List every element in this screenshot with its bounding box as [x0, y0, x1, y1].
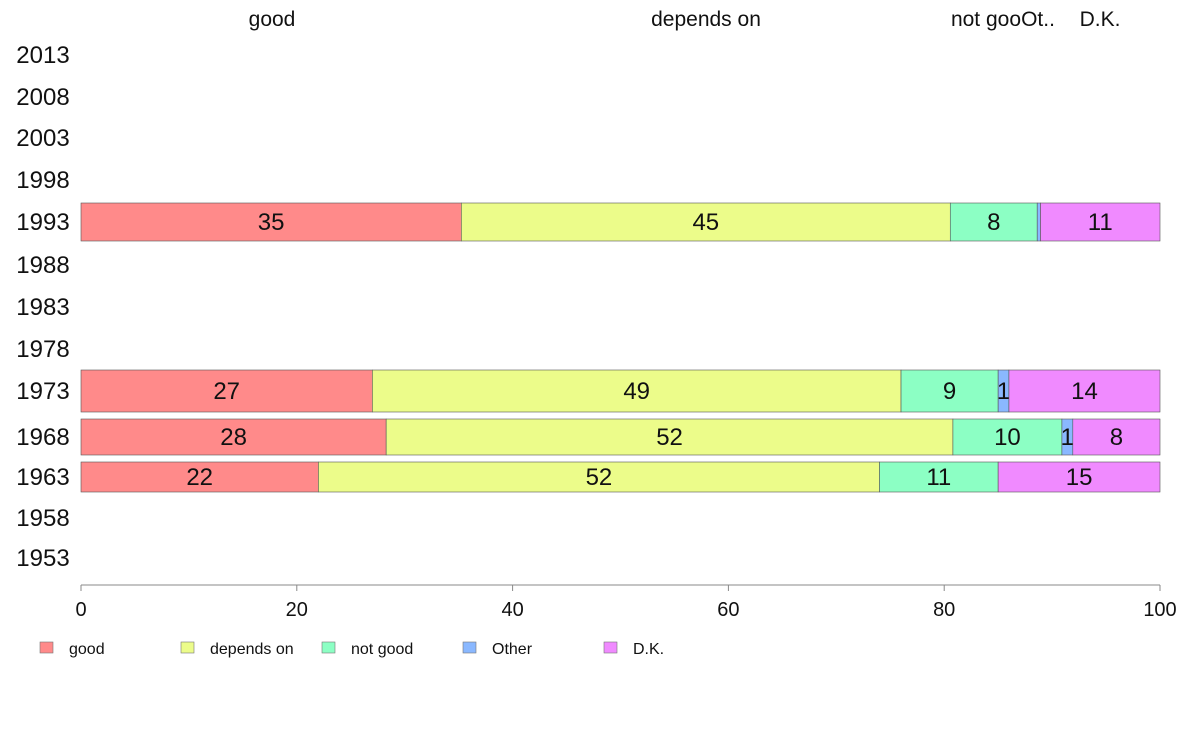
y-tick-label-1963: 1963: [16, 464, 69, 491]
data-label-1968-2: 10: [994, 424, 1021, 451]
y-tick-label-2013: 2013: [16, 42, 69, 69]
x-tick-label-100: 100: [1143, 599, 1176, 621]
x-axis: 0 20 40 60 80 100: [75, 584, 1177, 621]
x-tick-label-80: 80: [933, 599, 955, 621]
y-tick-label-1988: 1988: [16, 252, 69, 279]
column-header-3: Ot..: [1021, 8, 1055, 31]
data-label-1973-1: 49: [623, 378, 650, 405]
y-tick-label-1973: 1973: [16, 378, 69, 405]
y-tick-label-1978: 1978: [16, 336, 69, 363]
y-tick-label-1953: 1953: [16, 545, 69, 572]
legend-label-3: Other: [492, 641, 533, 658]
data-label-1963-0: 22: [186, 464, 213, 491]
data-label-1993-4: 11: [1088, 209, 1113, 236]
y-tick-label-1983: 1983: [16, 294, 69, 321]
legend-swatch-1: [180, 641, 195, 654]
bars: 35 45 8 11 27 49 9 1 14 28 52 10 1 8 22 52 11 15: [80, 202, 1161, 493]
legend-swatch-2: [321, 641, 336, 654]
legend-swatch-3: [462, 641, 477, 654]
bar-1993-good: [80, 202, 462, 242]
x-tick-label-20: 20: [286, 599, 308, 621]
y-axis-tick-labels: 2013 2008 2003 1998 1993 1988 1983 1978 1973 1968…: [16, 42, 69, 572]
bar-1963-good: [80, 461, 319, 493]
bar-1968-d-k-: [1072, 418, 1161, 456]
y-tick-label-1993: 1993: [16, 209, 69, 236]
bar-1968-not-good: [952, 418, 1063, 456]
data-label-1973-2: 9: [943, 378, 956, 405]
bar-row-1963: 22 52 11 15: [80, 461, 1161, 493]
x-tick-label-40: 40: [501, 599, 523, 621]
data-label-1968-4: 8: [1110, 424, 1123, 451]
y-tick-label-1958: 1958: [16, 505, 69, 532]
column-headers: good depends on not goo Ot.. D.K.: [249, 8, 1121, 31]
bar-1968-depends-on: [385, 418, 954, 456]
y-tick-label-2008: 2008: [16, 84, 69, 111]
data-label-1993-1: 45: [692, 209, 719, 236]
data-label-1963-1: 52: [586, 464, 613, 491]
bar-1993-d-k-: [1040, 202, 1161, 242]
bar-row-1993: 35 45 8 11: [80, 202, 1161, 242]
legend-label-1: depends on: [210, 641, 294, 658]
bar-1968-good: [80, 418, 387, 456]
data-label-1973-4: 14: [1071, 378, 1098, 405]
column-header-1: depends on: [651, 8, 761, 31]
data-label-1973-3: 1: [997, 378, 1010, 405]
bar-row-1968: 28 52 10 1 8: [80, 418, 1161, 456]
legend-swatch-4: [603, 641, 618, 654]
bar-1993-other: [1036, 202, 1041, 242]
y-tick-label-1968: 1968: [16, 424, 69, 451]
bar-1963-depends-on: [318, 461, 880, 493]
y-tick-label-2003: 2003: [16, 125, 69, 152]
data-label-1968-1: 52: [656, 424, 683, 451]
y-tick-label-1998: 1998: [16, 167, 69, 194]
bar-1963-not-good: [879, 461, 999, 493]
column-header-0: good: [249, 8, 296, 31]
column-header-2: not goo: [951, 8, 1021, 31]
data-label-1963-2: 11: [926, 464, 951, 491]
legend-swatch-0: [39, 641, 54, 654]
x-tick-label-60: 60: [717, 599, 739, 621]
data-label-1993-2: 8: [987, 209, 1000, 236]
data-label-1968-3: 1: [1061, 424, 1074, 451]
data-label-1968-0: 28: [220, 424, 247, 451]
bar-1973-not-good: [900, 369, 999, 413]
bar-1973-d-k-: [1008, 369, 1161, 413]
data-label-1973-0: 27: [213, 378, 240, 405]
bar-1973-depends-on: [372, 369, 902, 413]
legend: good depends on not good Other D.K.: [39, 641, 664, 658]
legend-label-4: D.K.: [633, 641, 664, 658]
bar-row-1973: 27 49 9 1 14: [80, 369, 1161, 413]
bar-1993-not-good: [949, 202, 1038, 242]
bar-1993-depends-on: [461, 202, 951, 242]
bar-1973-good: [80, 369, 373, 413]
legend-label-2: not good: [351, 641, 413, 658]
legend-label-0: good: [69, 641, 105, 658]
bar-1963-d-k-: [997, 461, 1161, 493]
x-tick-label-0: 0: [75, 599, 86, 621]
data-label-1963-4: 15: [1066, 464, 1093, 491]
data-label-1993-0: 35: [258, 209, 285, 236]
column-header-4: D.K.: [1080, 8, 1121, 31]
